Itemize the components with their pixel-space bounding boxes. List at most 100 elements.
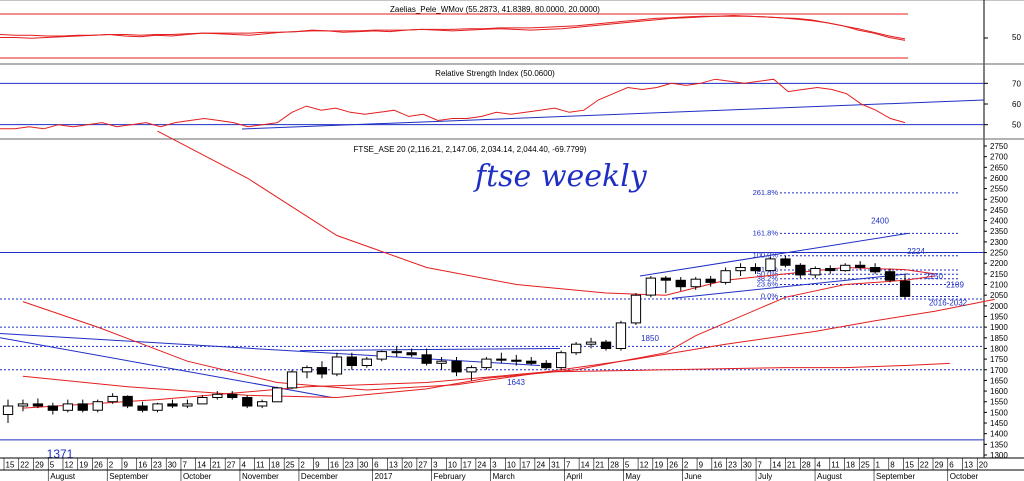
x-axis-day-label: 6 bbox=[374, 461, 379, 470]
candle-body bbox=[272, 387, 283, 403]
x-axis-day-label: 16 bbox=[330, 461, 339, 470]
price-axis-tick: 1900 bbox=[990, 323, 1008, 332]
level-annotation: 2150 bbox=[925, 272, 943, 281]
candle-body bbox=[541, 362, 552, 369]
candle-body bbox=[735, 267, 746, 272]
candle-body bbox=[137, 405, 148, 411]
level-annotation: 1643 bbox=[507, 378, 525, 387]
candle-body bbox=[107, 395, 118, 403]
level-annotation: 2400 bbox=[871, 217, 889, 226]
x-axis-day-label: 12 bbox=[640, 461, 649, 470]
candle-body bbox=[825, 268, 836, 272]
x-axis-month-label: November bbox=[242, 472, 279, 481]
price-axis-tick: 2650 bbox=[990, 163, 1008, 172]
x-axis-month-label: September bbox=[109, 472, 148, 481]
price-axis-tick: 1650 bbox=[990, 376, 1008, 385]
x-axis-day-label: 15 bbox=[905, 461, 914, 470]
x-axis-day-label: 20 bbox=[404, 461, 413, 470]
candle-body bbox=[765, 258, 776, 272]
x-axis-day-label: 11 bbox=[831, 461, 840, 470]
price-axis-tick: 2300 bbox=[990, 238, 1008, 247]
candle-body bbox=[720, 270, 731, 283]
x-axis-day-label: 28 bbox=[610, 461, 619, 470]
candle-body bbox=[615, 322, 627, 349]
candle-body bbox=[77, 403, 88, 411]
x-axis-day-label: 24 bbox=[536, 461, 545, 470]
x-axis-day-label: 13 bbox=[389, 461, 398, 470]
price-axis-tick: 1800 bbox=[990, 344, 1008, 353]
candle-body bbox=[92, 401, 103, 411]
price-axis-tick: 1450 bbox=[990, 419, 1008, 428]
price-axis-tick: 2250 bbox=[990, 249, 1008, 258]
candle-body bbox=[750, 267, 761, 272]
level-annotation: 1850 bbox=[641, 334, 659, 343]
candle-body bbox=[301, 367, 313, 373]
candle-body bbox=[391, 351, 402, 354]
x-axis-day-label: 10 bbox=[507, 461, 516, 470]
x-axis-day-label: 7 bbox=[182, 461, 187, 470]
x-axis-day-label: 25 bbox=[861, 461, 870, 470]
x-axis-day-label: 14 bbox=[772, 461, 781, 470]
price-axis-tick: 2400 bbox=[990, 217, 1008, 226]
level-annotation: 2109 bbox=[946, 281, 964, 290]
x-axis-day-label: 8 bbox=[890, 461, 895, 470]
fib-label: 261.8% bbox=[753, 188, 779, 197]
candle-body bbox=[645, 277, 657, 296]
x-axis-month-label: July bbox=[758, 472, 772, 481]
candle-body bbox=[376, 351, 387, 360]
x-axis-day-label: 18 bbox=[846, 461, 855, 470]
x-axis-day-label: 2 bbox=[684, 461, 689, 470]
price-axis-tick: 1400 bbox=[990, 430, 1008, 439]
candle-body bbox=[705, 278, 716, 283]
candle-body bbox=[556, 352, 567, 369]
candle-body bbox=[167, 403, 178, 407]
candle-body bbox=[630, 294, 642, 324]
x-axis-day-label: 7 bbox=[566, 461, 571, 470]
x-axis-day-label: 27 bbox=[227, 461, 236, 470]
candle-body bbox=[197, 397, 208, 405]
price-axis-tick: 1850 bbox=[990, 334, 1008, 343]
level-annotation: 1371 bbox=[47, 447, 74, 461]
fib-label: 161.8% bbox=[753, 228, 779, 237]
x-axis-day-label: 2 bbox=[109, 461, 114, 470]
candle-body bbox=[227, 393, 238, 398]
fib-label: 100.0% bbox=[753, 251, 779, 260]
zaelias-axis-tick: 50 bbox=[1012, 33, 1021, 42]
candle-body bbox=[152, 403, 163, 411]
level-annotation: 2224 bbox=[907, 247, 925, 256]
trend-line bbox=[299, 347, 561, 352]
fib-label: 23.6% bbox=[757, 280, 779, 289]
x-axis-day-label: 25 bbox=[286, 461, 295, 470]
x-axis-day-label: 16 bbox=[713, 461, 722, 470]
candle-body bbox=[242, 397, 253, 407]
price-axis-tick: 1950 bbox=[990, 312, 1008, 321]
candle-body bbox=[122, 395, 133, 407]
x-axis-day-label: 10 bbox=[448, 461, 457, 470]
candle-body bbox=[47, 405, 59, 411]
fib-label: 50.0% bbox=[757, 269, 779, 278]
candle-body bbox=[406, 352, 417, 356]
x-axis-day-label: 18 bbox=[271, 461, 280, 470]
x-axis-day-label: 17 bbox=[463, 461, 472, 470]
price-axis-tick: 1500 bbox=[990, 408, 1008, 417]
x-axis-month-label: October bbox=[950, 472, 979, 481]
candle-body bbox=[331, 356, 343, 375]
price-axis-tick: 2450 bbox=[990, 206, 1008, 215]
candle-body bbox=[795, 264, 806, 276]
x-axis-day-label: 30 bbox=[743, 461, 752, 470]
x-axis-day-label: 5 bbox=[50, 461, 55, 470]
x-axis-month-label: June bbox=[684, 472, 702, 481]
candle-body bbox=[286, 371, 298, 389]
x-axis-day-label: 27 bbox=[418, 461, 427, 470]
x-axis-day-label: 22 bbox=[920, 461, 929, 470]
price-axis-tick: 2500 bbox=[990, 195, 1008, 204]
moving-average-1 bbox=[22, 275, 935, 399]
candle-body bbox=[496, 358, 507, 361]
x-axis-day-label: 3 bbox=[492, 461, 497, 470]
candle-body bbox=[585, 341, 597, 345]
x-axis-month-label: December bbox=[301, 472, 338, 481]
x-axis-day-label: 15 bbox=[6, 461, 15, 470]
candle-body bbox=[780, 258, 791, 266]
